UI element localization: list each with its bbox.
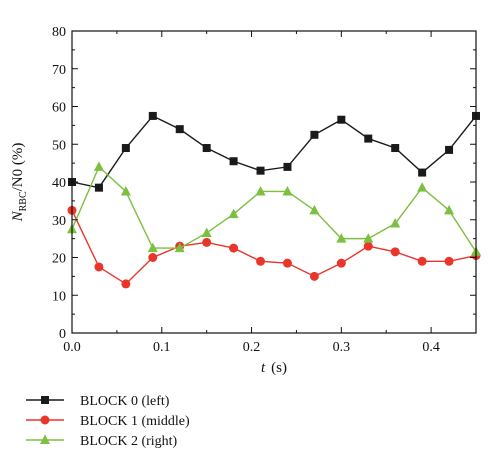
- data-point-2: [255, 185, 266, 196]
- legend-item-2: BLOCK 2 (right): [26, 434, 178, 449]
- data-point-1: [256, 256, 266, 266]
- series-line-2: [71, 165, 477, 253]
- data-point-1: [94, 262, 104, 272]
- data-point-2: [336, 233, 347, 243]
- data-point-0: [337, 115, 346, 124]
- y-tick-label: 30: [52, 214, 66, 229]
- data-point-0: [121, 144, 130, 153]
- data-point-1: [390, 247, 400, 257]
- data-point-2: [120, 185, 131, 196]
- x-axis-symbol: t: [261, 360, 266, 376]
- data-point-1: [336, 258, 346, 268]
- y-axis-rest: /N0 (%): [10, 143, 26, 192]
- data-point-1: [229, 243, 239, 253]
- data-point-0: [391, 144, 400, 153]
- legend-label: BLOCK 1 (middle): [80, 414, 190, 429]
- data-point-2: [228, 208, 239, 219]
- y-tick-label: 0: [59, 327, 66, 342]
- y-tick-label: 70: [52, 63, 66, 78]
- data-point-1: [363, 241, 373, 251]
- y-axis-sub: RBC: [18, 191, 29, 211]
- y-tick-label: 50: [52, 138, 66, 153]
- data-point-2: [282, 185, 293, 196]
- legend-swatch-marker: [41, 396, 49, 404]
- data-point-1: [202, 237, 212, 247]
- data-point-0: [418, 168, 427, 177]
- data-point-0: [229, 157, 238, 166]
- x-axis-unit: (s): [271, 360, 287, 376]
- data-point-2: [390, 218, 401, 228]
- data-point-2: [309, 204, 320, 215]
- data-point-0: [445, 145, 454, 154]
- series-0: [68, 111, 480, 192]
- x-tick-label: 0.2: [243, 340, 261, 355]
- series-line-1: [71, 210, 477, 285]
- data-point-0: [364, 134, 373, 143]
- data-point-0: [148, 111, 157, 120]
- data-point-2: [417, 182, 428, 192]
- data-point-2: [93, 161, 104, 171]
- data-point-2: [444, 204, 455, 215]
- data-point-2: [201, 227, 212, 237]
- data-point-0: [283, 162, 292, 171]
- y-tick-label: 10: [52, 289, 66, 304]
- x-tick-label: 0.4: [422, 340, 440, 355]
- x-tick-label: 0.3: [333, 340, 351, 355]
- y-tick-label: 80: [52, 25, 66, 40]
- x-tick-label: 0.1: [153, 340, 171, 355]
- data-point-1: [417, 256, 427, 266]
- data-point-1: [282, 258, 292, 268]
- y-tick-label: 60: [52, 101, 66, 116]
- legend-swatch-marker: [40, 415, 50, 425]
- data-point-2: [363, 233, 374, 243]
- legend: BLOCK 0 (left) BLOCK 1 (middle) BLOCK 2 (r…: [26, 394, 190, 449]
- data-point-0: [310, 130, 319, 139]
- data-point-0: [175, 125, 184, 134]
- data-point-2: [147, 242, 158, 253]
- data-point-0: [256, 166, 265, 175]
- y-tick-label: 40: [52, 176, 66, 191]
- data-point-2: [174, 242, 185, 253]
- axis-ticks: 0.0 0.1 0.2 0.3 0.4 0 10 20 30 40 50 60 70 80: [52, 25, 477, 355]
- legend-item-0: BLOCK 0 (left): [26, 394, 170, 409]
- legend-swatch-marker: [40, 434, 50, 444]
- y-axis-main: N: [10, 210, 26, 222]
- legend-item-1: BLOCK 1 (middle): [26, 414, 190, 429]
- y-tick-label: 20: [52, 252, 66, 267]
- series-layer: [67, 111, 481, 289]
- legend-label: BLOCK 2 (right): [80, 434, 178, 449]
- data-point-1: [121, 279, 131, 289]
- series-1: [67, 205, 481, 289]
- x-tick-label: 0.0: [63, 340, 81, 355]
- data-point-0: [202, 144, 211, 153]
- data-point-1: [148, 253, 158, 262]
- y-axis-title: NRBC/N0 (%): [10, 143, 29, 223]
- data-point-0: [94, 183, 103, 192]
- data-point-1: [309, 271, 319, 281]
- legend-label: BLOCK 0 (left): [80, 394, 170, 409]
- plot-frame: [71, 30, 477, 334]
- series-line-0: [71, 115, 477, 189]
- data-point-1: [444, 256, 454, 266]
- x-axis-title: t (s): [261, 360, 287, 376]
